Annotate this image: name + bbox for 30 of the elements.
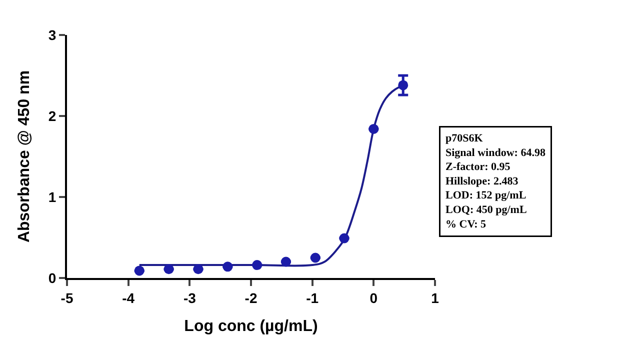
point	[339, 233, 350, 244]
x-tick-label: -3	[183, 290, 196, 306]
x-tick-label: -2	[244, 290, 258, 306]
point	[252, 260, 262, 270]
y-tick-label: 3	[48, 26, 56, 43]
text: Signal window: 64.98	[446, 146, 546, 159]
point	[164, 264, 174, 274]
x-tick-label: -4	[122, 290, 135, 306]
point	[398, 80, 408, 90]
text: % CV: 5	[446, 218, 487, 230]
text: LOQ: 450 pg/mL	[446, 204, 527, 216]
point	[193, 264, 204, 274]
text: p70S6K	[446, 132, 484, 144]
point	[280, 256, 291, 267]
y-axis-title: Absorbance @ 450 nm	[16, 70, 33, 243]
point	[368, 124, 379, 134]
point	[134, 266, 144, 276]
text: Z-factor: 0.95	[446, 161, 511, 174]
y-tick-label: 2	[48, 108, 56, 124]
y-tick-label: 0	[48, 270, 56, 286]
x-tick-label: -5	[60, 290, 74, 306]
text: LOD: 152 pg/mL	[446, 190, 526, 202]
y-tick-label: 1	[48, 188, 56, 205]
x-tick-label: 1	[431, 290, 440, 306]
x-tick-label: 0	[370, 290, 378, 306]
text: Hillslope: 2.483	[446, 175, 519, 188]
point	[310, 252, 320, 263]
x-tick-label: -1	[306, 290, 319, 306]
x-axis-title: Log conc (µg/mL)	[184, 318, 318, 335]
point	[222, 262, 233, 272]
